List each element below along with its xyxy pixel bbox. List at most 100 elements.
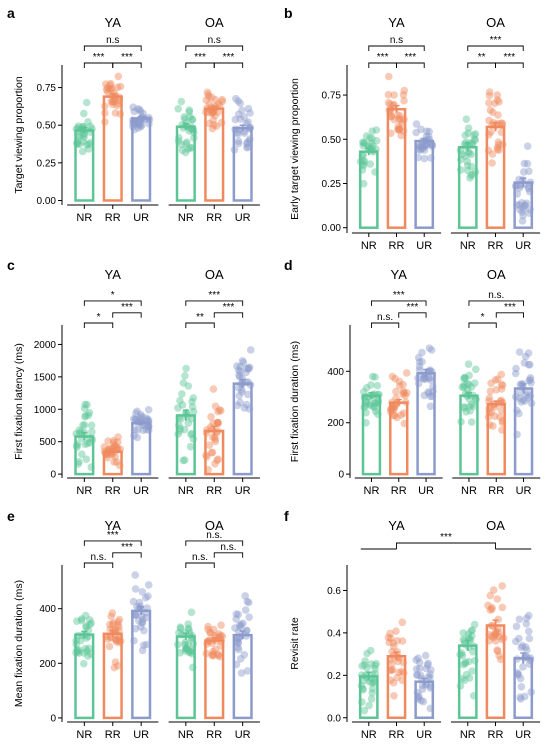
data-point	[237, 620, 246, 629]
data-point	[77, 616, 86, 625]
data-point	[495, 632, 504, 641]
data-point	[372, 137, 381, 145]
data-point	[460, 373, 469, 382]
data-point	[138, 588, 147, 596]
data-point	[84, 411, 93, 420]
data-point	[464, 147, 473, 156]
data-point	[515, 409, 523, 418]
significance-label: n.s	[208, 35, 221, 46]
significance-label: n.s.	[90, 552, 106, 563]
significance-bracket: *	[83, 290, 142, 306]
data-point	[491, 627, 500, 636]
data-point	[114, 618, 123, 626]
data-point	[497, 396, 506, 405]
data-point	[208, 124, 217, 133]
data-point	[470, 402, 478, 411]
data-point	[107, 97, 116, 106]
data-point	[416, 142, 425, 151]
data-point	[389, 404, 398, 412]
x-tick-label: UR	[133, 729, 149, 741]
data-point	[236, 115, 245, 123]
x-tick-label: RR	[488, 240, 504, 252]
data-point	[525, 627, 533, 636]
data-point	[515, 634, 523, 643]
data-point	[104, 437, 112, 445]
data-point	[82, 455, 91, 464]
data-point	[75, 426, 84, 434]
data-point	[86, 621, 94, 629]
data-point	[426, 374, 434, 382]
data-point	[108, 84, 116, 93]
data-point	[391, 402, 399, 410]
data-point	[244, 104, 253, 113]
x-tick-label: UR	[235, 212, 251, 224]
data-point	[426, 670, 434, 678]
data-point	[415, 664, 424, 673]
significance-bracket: ***	[185, 290, 244, 306]
data-point	[187, 608, 196, 617]
data-point	[460, 637, 469, 645]
data-point	[415, 366, 424, 374]
data-point	[399, 91, 408, 99]
data-point	[135, 598, 144, 607]
data-point	[140, 626, 148, 635]
data-point	[359, 142, 368, 150]
data-point	[214, 650, 222, 658]
data-point	[418, 348, 426, 357]
data-point	[110, 663, 119, 672]
data-point	[111, 109, 120, 117]
data-point	[210, 433, 219, 441]
data-point	[371, 399, 379, 408]
data-point	[520, 359, 529, 367]
significance-label: ***	[504, 52, 516, 63]
data-point	[395, 381, 404, 390]
data-point	[113, 444, 122, 452]
data-point	[182, 364, 190, 373]
data-point	[495, 98, 503, 106]
data-point	[75, 646, 83, 654]
significance-label: *	[97, 312, 101, 323]
data-point	[485, 88, 494, 96]
data-point	[246, 346, 255, 354]
data-point	[463, 157, 472, 166]
data-point	[471, 379, 479, 388]
data-point	[139, 426, 147, 435]
data-point	[188, 397, 196, 406]
data-point	[112, 444, 121, 453]
data-point	[235, 621, 244, 629]
data-point	[459, 629, 468, 637]
data-point	[421, 375, 429, 384]
data-point	[525, 376, 533, 385]
data-point	[236, 362, 244, 371]
group-title: YA	[388, 518, 405, 533]
group-title: YA	[105, 15, 122, 30]
data-point	[484, 601, 492, 610]
panel-e: e Mean fixation duration (ms) 0 200 400 NR RR U…	[7, 508, 260, 741]
data-point	[486, 606, 495, 614]
data-point	[371, 665, 379, 673]
data-point	[359, 179, 368, 188]
data-point	[371, 407, 380, 416]
significance-bracket: ***	[396, 52, 425, 68]
data-point	[419, 697, 428, 706]
data-point	[144, 406, 153, 414]
data-points-OA-RR	[202, 621, 227, 661]
data-point	[204, 90, 212, 99]
data-point	[236, 367, 244, 376]
data-point	[468, 139, 477, 147]
x-tick-label: RR	[488, 729, 504, 741]
data-point	[497, 380, 506, 389]
data-point	[400, 86, 409, 95]
data-point	[134, 105, 142, 113]
data-point	[81, 411, 90, 420]
group-title: OA	[487, 267, 506, 282]
data-point	[78, 147, 87, 156]
data-point	[138, 618, 146, 627]
data-point	[498, 582, 507, 590]
x-tick-label: UR	[416, 729, 432, 741]
data-point	[77, 636, 85, 645]
data-point	[390, 115, 399, 124]
data-point	[143, 416, 151, 424]
data-point	[187, 430, 195, 439]
data-point	[521, 352, 530, 361]
